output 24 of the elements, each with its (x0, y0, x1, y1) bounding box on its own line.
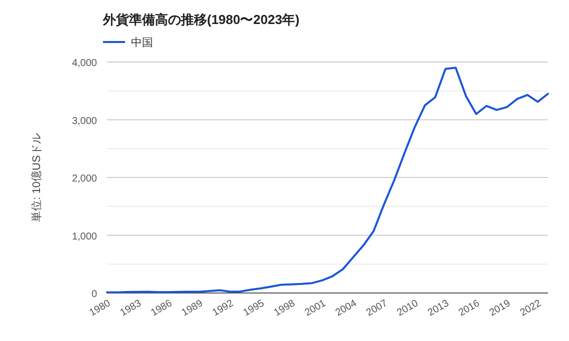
y-tick-label: 2,000 (72, 174, 98, 184)
x-tick-label: 2022 (518, 298, 544, 319)
y-tick-label: 3,000 (72, 116, 98, 127)
x-tick-label: 1992 (210, 298, 236, 319)
x-tick-label: 1998 (272, 298, 298, 319)
x-tick-label: 1995 (242, 298, 267, 319)
x-tick-label: 2019 (488, 298, 513, 319)
x-tick-label: 1980 (88, 298, 113, 319)
y-tick-label: 4,000 (72, 58, 98, 69)
x-tick-label: 2013 (426, 298, 452, 319)
x-tick-label: 2004 (334, 298, 360, 319)
y-tick-label: 1,000 (72, 231, 98, 242)
y-tick-label: 0 (91, 289, 98, 300)
line-series (106, 66, 549, 294)
x-tick-label: 2010 (395, 298, 421, 319)
legend-label: 中国 (131, 36, 153, 49)
y-axis-title: 単位: 10億USドル (30, 133, 43, 222)
x-tick-label: 1989 (180, 298, 206, 319)
x-tick-label: 1983 (118, 298, 144, 319)
x-tick-label: 2007 (364, 298, 390, 319)
x-tick-label: 2001 (303, 298, 328, 319)
x-tick-label: 1986 (149, 298, 174, 319)
x-tick-label: 2016 (456, 298, 482, 319)
chart-title: 外貨準備高の推移(1980〜2023年) (102, 12, 300, 27)
